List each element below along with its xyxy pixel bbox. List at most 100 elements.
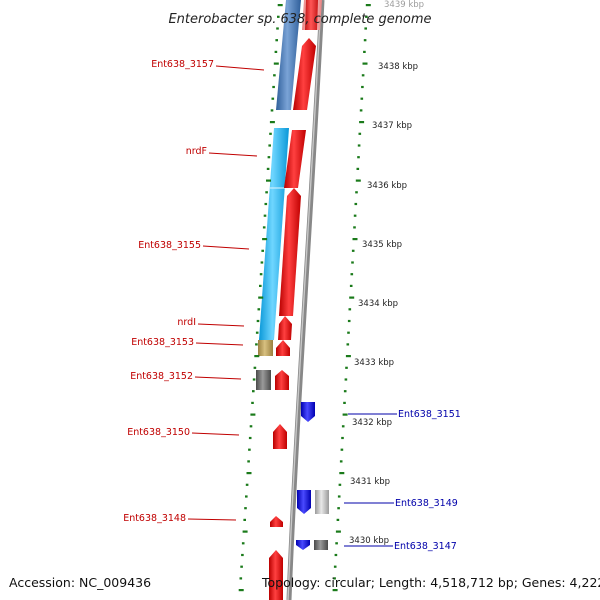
- kbp-tick-label: 3434 kbp: [358, 299, 398, 309]
- gc-dot: [356, 167, 360, 170]
- gc-dot: [273, 74, 276, 77]
- gc-dot: [338, 483, 342, 486]
- gc-dot: [244, 507, 247, 510]
- gene-label: Ent638_3149: [395, 498, 458, 509]
- gc-dot: [337, 507, 340, 510]
- cds-forward-3157: [293, 38, 316, 110]
- gc-dot: [269, 121, 275, 124]
- gc-dot: [267, 156, 271, 159]
- gc-dot: [349, 296, 355, 299]
- genome-backbone-highlight: [287, 0, 322, 600]
- gc-dot: [274, 50, 278, 53]
- gene-label: Ent638_3155: [138, 240, 201, 251]
- gene-label: Ent638_3157: [151, 59, 214, 70]
- gc-skew-ring-inner: [238, 4, 283, 592]
- gc-dot: [355, 191, 358, 194]
- cds-forward-3152: [275, 370, 289, 390]
- gc-dot: [241, 553, 244, 557]
- gc-dot: [354, 202, 358, 206]
- gc-dot: [248, 436, 252, 440]
- gc-dot: [259, 273, 263, 276]
- gene-leader-line: [194, 376, 242, 380]
- gc-dot: [241, 542, 245, 545]
- gc-dot: [357, 156, 360, 159]
- gc-dot: [271, 97, 275, 100]
- kbp-tick-label: 3435 kbp: [362, 240, 402, 250]
- kbp-tick-label: 3439 kbp: [384, 0, 424, 10]
- gene-label: Ent638_3153: [131, 337, 194, 348]
- gc-dot: [263, 214, 267, 217]
- gc-dot: [344, 378, 348, 381]
- topology-label: Topology: circular; Length: 4,518,712 bp…: [261, 575, 600, 590]
- gc-dot: [346, 343, 350, 346]
- cds-forward-nrdI: [278, 316, 292, 340]
- gc-dot: [341, 436, 344, 440]
- kbp-scale: 3439 kbp 3438 kbp 3437 kbp 3436 kbp 3435 kbp…: [349, 0, 424, 546]
- gc-dot: [350, 273, 354, 276]
- kbp-tick-label: 3432 kbp: [352, 418, 392, 428]
- gc-dot: [246, 472, 252, 475]
- gc-dot: [276, 27, 279, 30]
- gc-dot: [252, 378, 256, 381]
- gc-dot: [266, 167, 270, 170]
- gc-dot: [277, 15, 280, 18]
- gc-dot: [255, 343, 258, 346]
- cog-block-light: [315, 490, 329, 514]
- gc-dot: [239, 577, 243, 580]
- gene-label: Ent638_3151: [398, 409, 461, 420]
- gc-dot: [351, 261, 354, 264]
- gc-dot: [363, 39, 367, 42]
- gc-dot: [347, 331, 350, 334]
- gene-label: Ent638_3152: [130, 371, 193, 382]
- gc-dot: [365, 4, 371, 7]
- gc-dot: [364, 27, 367, 30]
- gc-dot: [264, 202, 268, 206]
- gc-dot: [245, 495, 248, 498]
- kbp-tick-label: 3438 kbp: [378, 62, 418, 72]
- map-title: Enterobacter sp. 638, complete genome: [168, 12, 431, 27]
- gc-dot: [260, 261, 264, 264]
- gene-leader-line: [191, 432, 240, 436]
- kbp-tick-label: 3433 kbp: [354, 358, 394, 368]
- cds-forward-3155: [279, 188, 301, 316]
- gc-dot: [258, 296, 264, 299]
- gc-dot: [340, 448, 344, 451]
- gc-dot: [339, 460, 343, 463]
- gc-dot: [355, 179, 361, 182]
- gc-dot: [363, 50, 366, 53]
- cog-block-tan: [258, 340, 273, 356]
- gc-dot: [335, 530, 341, 533]
- gc-dot: [335, 542, 338, 545]
- gc-dot: [359, 121, 365, 124]
- gc-dot: [333, 577, 336, 580]
- gene-leader-line: [202, 245, 250, 250]
- gc-dot: [347, 319, 351, 323]
- cds-reverse-3151: [301, 402, 315, 422]
- gc-dot: [242, 530, 248, 533]
- cds-forward-bottom: [269, 550, 283, 600]
- gc-dot: [248, 448, 251, 451]
- cog-block-steel: [276, 0, 301, 110]
- gc-dot: [361, 85, 364, 89]
- gc-dot: [353, 226, 356, 229]
- gc-dot: [332, 589, 338, 592]
- kbp-tick-label: 3437 kbp: [372, 121, 412, 131]
- gc-dot: [262, 238, 268, 241]
- gc-dot: [337, 495, 341, 498]
- gc-dot: [349, 284, 353, 287]
- gc-dot: [259, 284, 262, 287]
- gc-dot: [247, 460, 250, 463]
- gc-dot: [265, 191, 268, 194]
- gc-dot: [342, 413, 348, 416]
- gc-dot: [353, 214, 357, 217]
- gene-label: Ent638_3147: [394, 541, 457, 552]
- gc-dot: [255, 331, 259, 334]
- gene-leader-line: [208, 152, 258, 157]
- gene-leader-line: [195, 342, 244, 346]
- gc-dot: [361, 74, 365, 77]
- gc-dot: [273, 62, 279, 65]
- gc-skew-ring-outer: [332, 4, 371, 592]
- gc-dot: [243, 518, 246, 521]
- gc-dot: [240, 565, 243, 568]
- kbp-tick-label: 3430 kbp: [349, 536, 389, 546]
